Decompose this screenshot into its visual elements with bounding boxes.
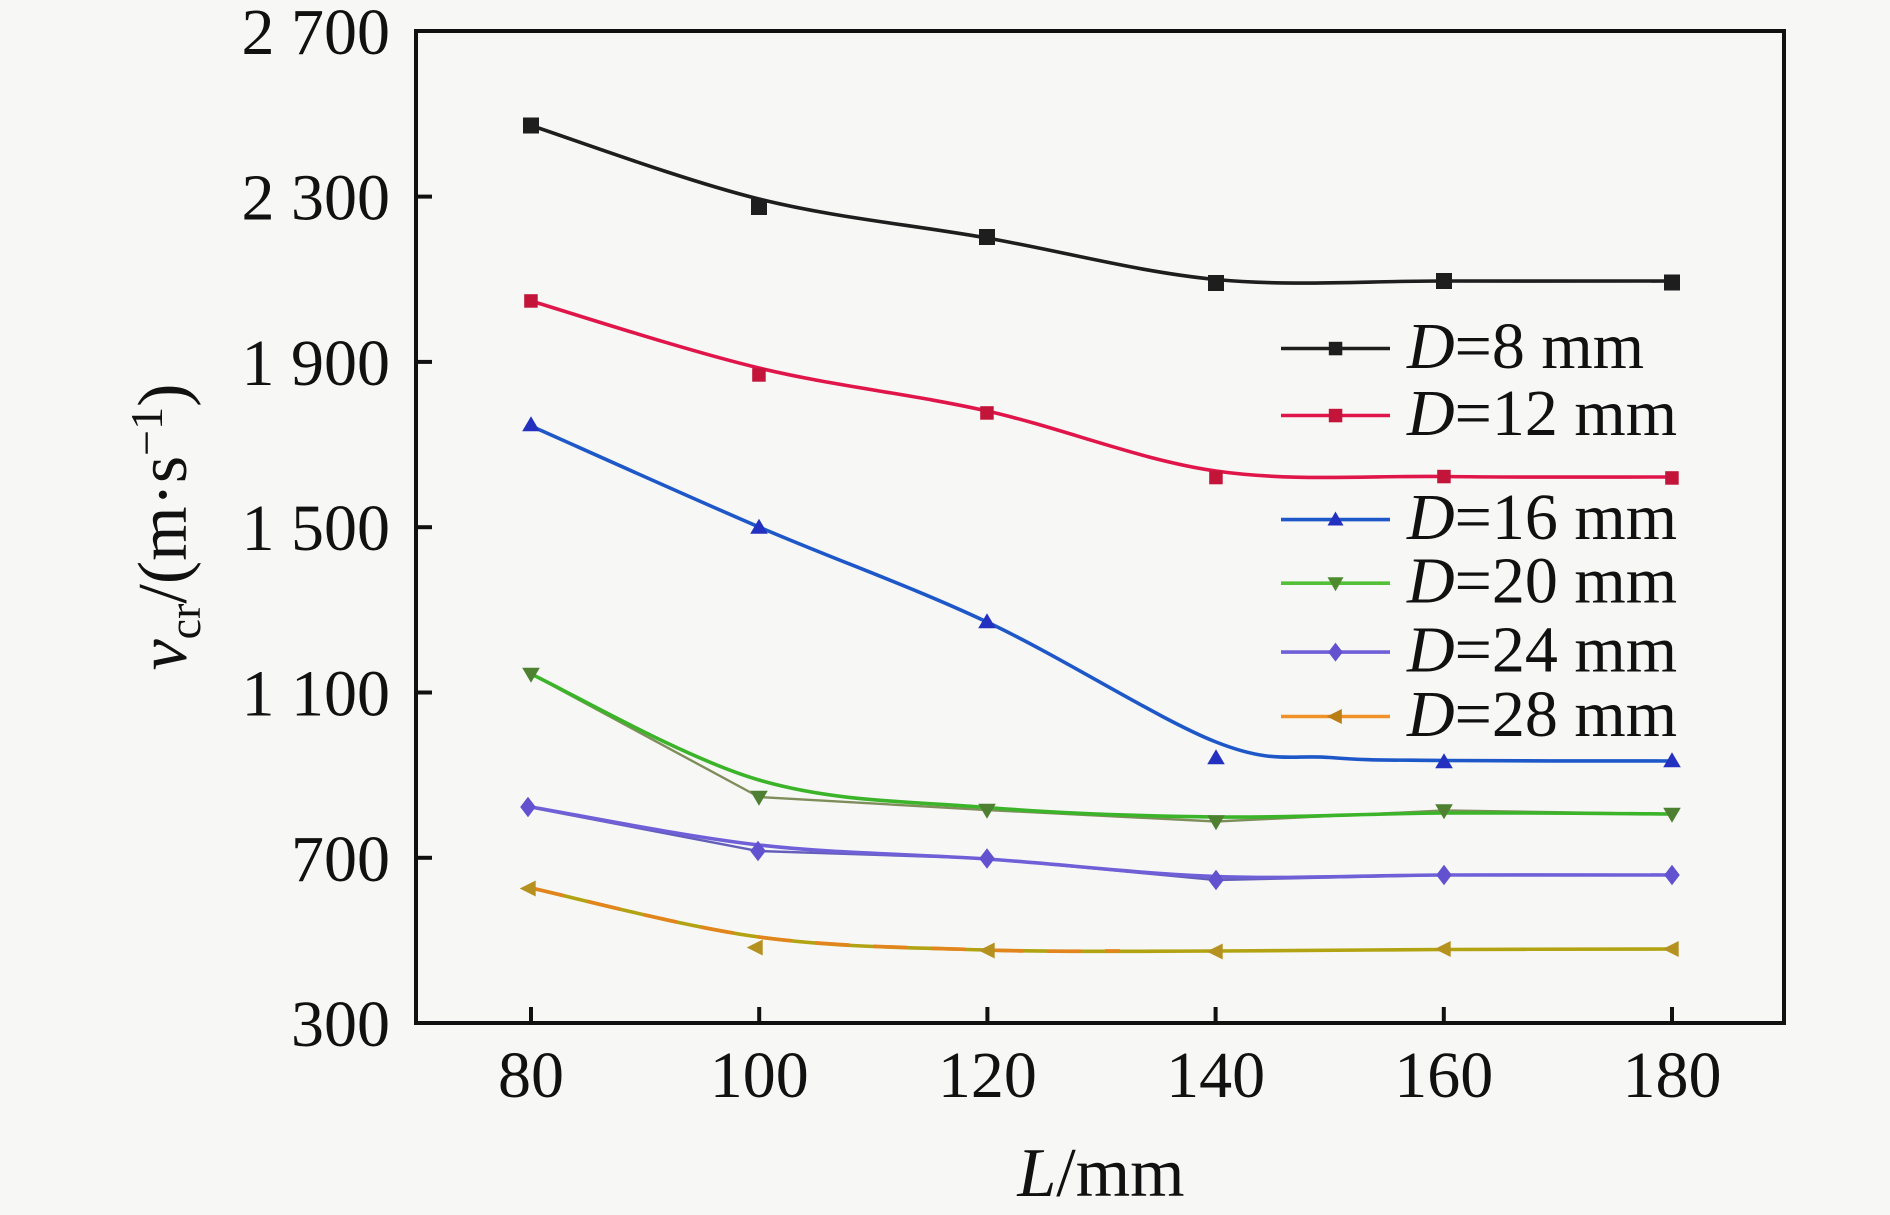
svg-text:vcr/(m·s−1): vcr/(m·s−1) [121, 384, 210, 671]
svg-text:D=24 mm: D=24 mm [1406, 614, 1677, 687]
svg-text:100: 100 [710, 1039, 809, 1112]
svg-text:300: 300 [291, 988, 390, 1061]
svg-text:D=28 mm: D=28 mm [1406, 678, 1677, 751]
svg-text:120: 120 [938, 1039, 1037, 1112]
svg-text:1 900: 1 900 [242, 327, 391, 400]
svg-text:1 100: 1 100 [242, 658, 391, 731]
svg-text:2 700: 2 700 [242, 0, 391, 69]
svg-text:80: 80 [498, 1039, 564, 1112]
svg-text:160: 160 [1394, 1039, 1493, 1112]
svg-text:D=12 mm: D=12 mm [1406, 377, 1677, 450]
svg-text:D=20 mm: D=20 mm [1406, 545, 1677, 618]
svg-text:D=8 mm: D=8 mm [1406, 310, 1644, 383]
svg-text:D=16 mm: D=16 mm [1406, 481, 1677, 554]
svg-text:700: 700 [291, 823, 390, 896]
svg-text:140: 140 [1166, 1039, 1265, 1112]
svg-text:2 300: 2 300 [242, 162, 391, 235]
svg-text:1 500: 1 500 [242, 492, 391, 565]
svg-text:180: 180 [1623, 1039, 1722, 1112]
svg-text:L/mm: L/mm [1016, 1135, 1184, 1212]
